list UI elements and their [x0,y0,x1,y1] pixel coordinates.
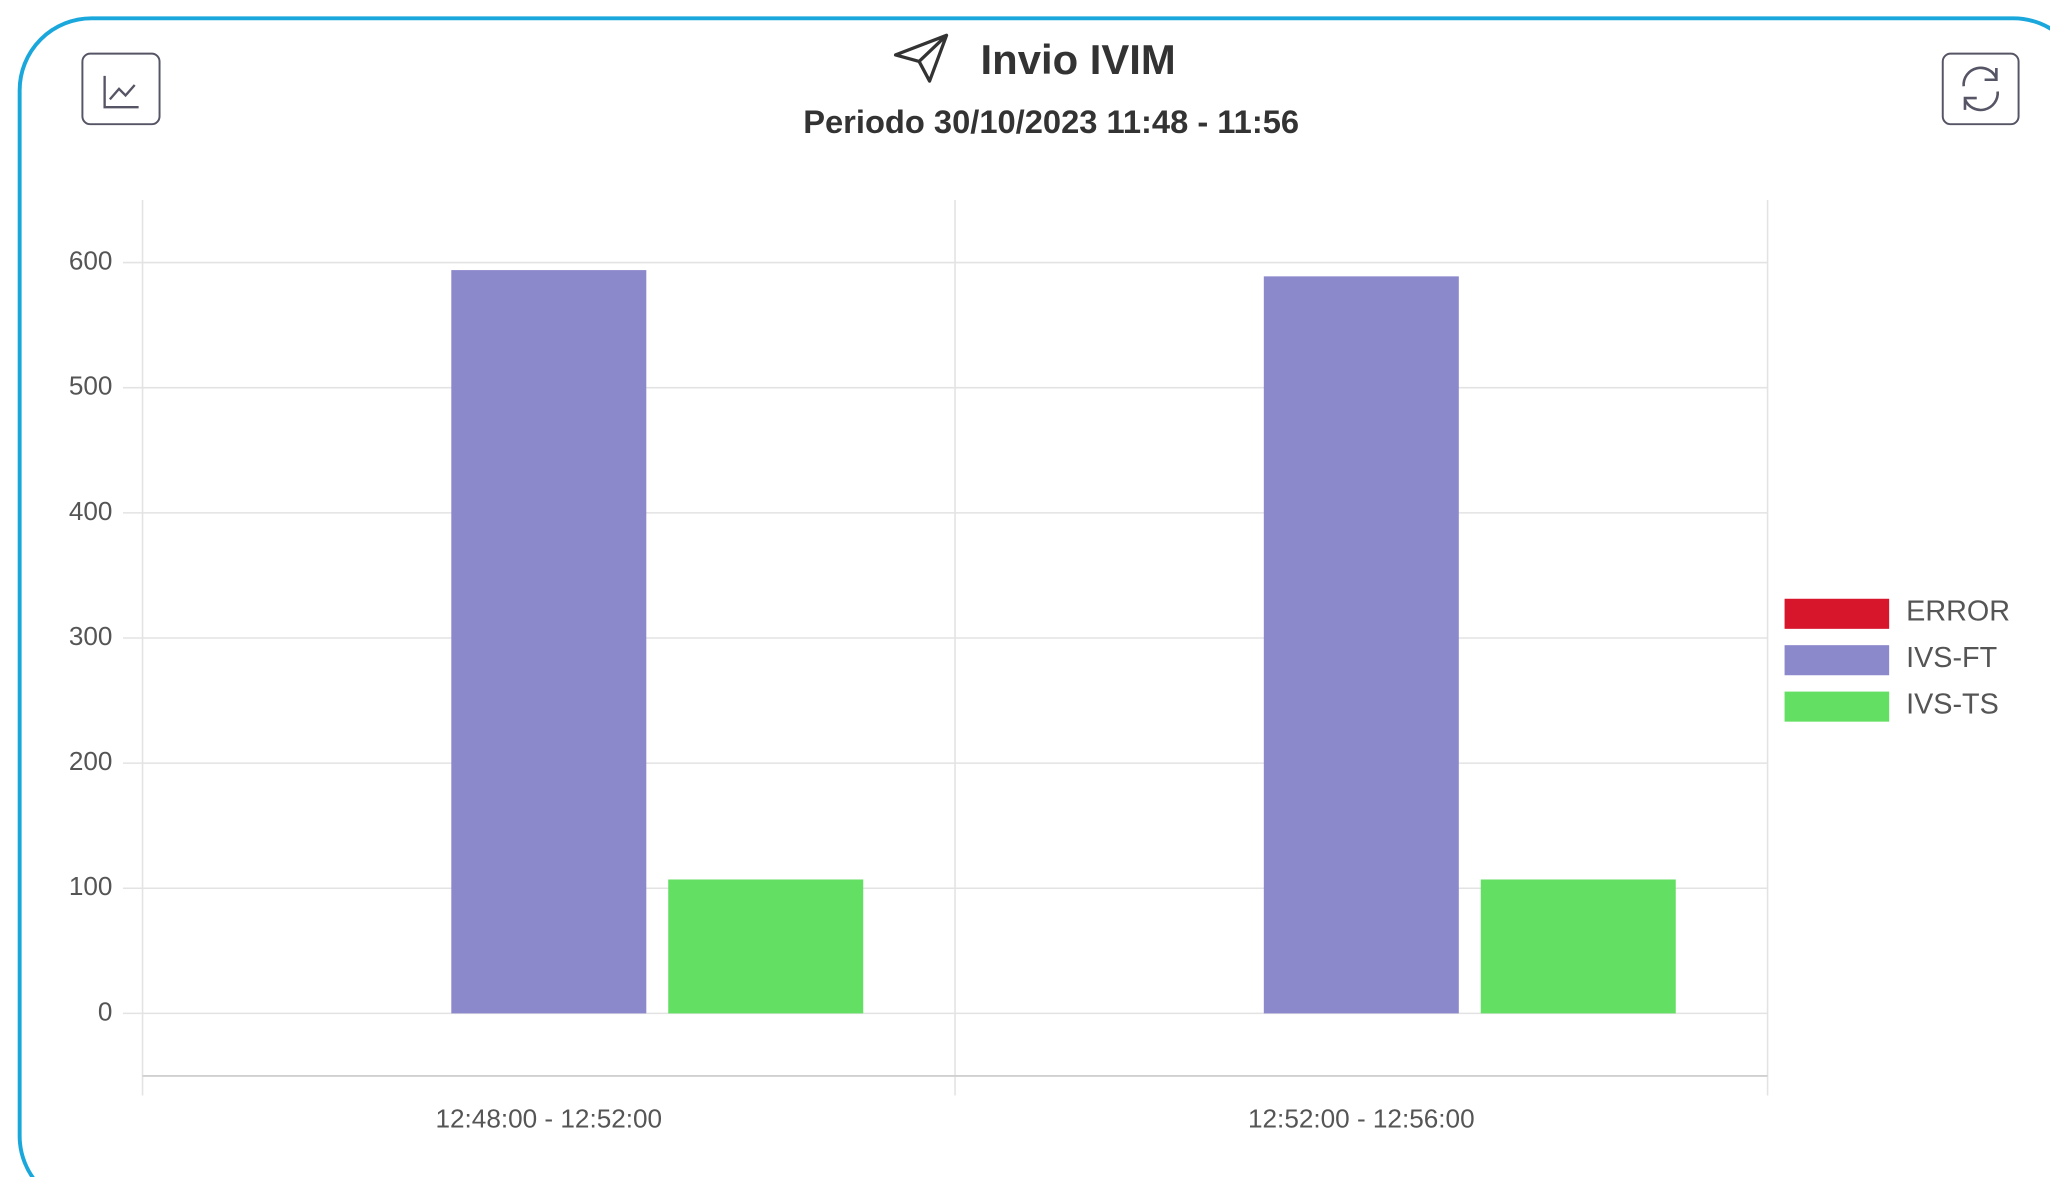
legend-swatch [1784,598,1890,629]
legend-label: ERROR [1906,596,2010,628]
y-tick-label: 200 [69,746,113,776]
bar [668,879,864,1014]
bar [451,270,647,1014]
refresh-button[interactable] [1941,52,2020,126]
x-tick-label: 12:48:00 - 12:52:00 [435,1103,662,1133]
bar [1263,276,1459,1014]
y-tick-label: 100 [69,871,113,901]
bar [1480,879,1676,1014]
legend-swatch [1784,691,1890,722]
legend-swatch [1784,645,1890,676]
y-tick-label: 300 [69,621,113,651]
chart-title: Invio IVIM [981,36,1176,83]
y-tick-label: 600 [69,245,113,275]
y-tick-label: 0 [98,996,113,1026]
y-tick-label: 400 [69,496,113,526]
card-border [17,16,2050,1177]
send-icon [893,33,949,83]
chart-subtitle: Periodo 30/10/2023 11:48 - 11:56 [803,103,1299,140]
legend-label: IVS-TS [1906,689,1999,721]
y-tick-label: 500 [69,371,113,401]
legend-label: IVS-FT [1906,642,1997,674]
x-tick-label: 12:52:00 - 12:56:00 [1248,1103,1475,1133]
chart-type-button[interactable] [81,52,161,126]
